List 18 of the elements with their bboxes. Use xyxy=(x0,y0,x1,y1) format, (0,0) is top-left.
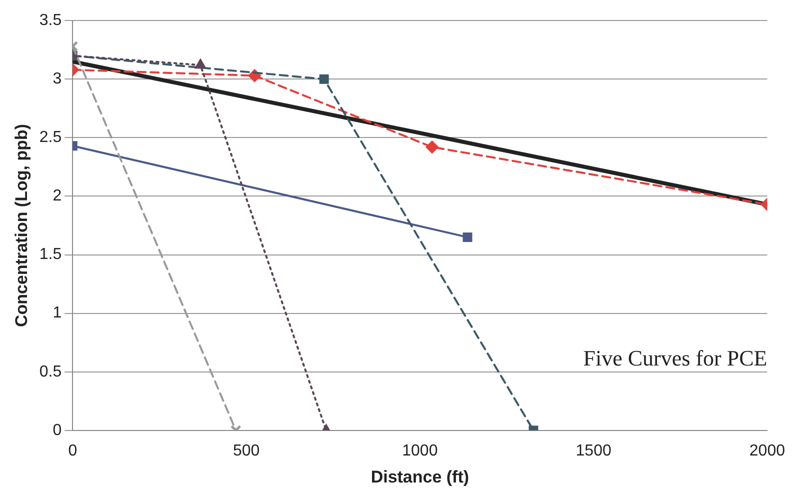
y-tick-label: 2 xyxy=(52,188,62,205)
x-tick-label: 1500 xyxy=(576,442,612,460)
y-tick-label: 3 xyxy=(52,70,62,88)
x-tick-label: 500 xyxy=(232,442,260,460)
y-tick-label: 0 xyxy=(52,422,62,439)
y-tick-label: 1.5 xyxy=(39,246,62,264)
y-tick-label: 2.5 xyxy=(39,129,62,146)
x-axis-title: Distance (ft) xyxy=(370,467,470,486)
x-tick-label: 2000 xyxy=(749,442,786,460)
point xyxy=(194,58,206,69)
y-tick-label: 0.5 xyxy=(39,363,62,380)
x-tick-label: 1000 xyxy=(402,442,438,460)
x-tick-label: 0 xyxy=(68,442,78,460)
y-tick-label: 3.5 xyxy=(39,12,62,30)
annotation: Five Curves for PCE xyxy=(583,345,768,370)
y-axis-title: Concentration (Log, ppb) xyxy=(12,124,31,328)
point xyxy=(319,74,329,84)
y-tick-label: 1 xyxy=(52,304,62,322)
